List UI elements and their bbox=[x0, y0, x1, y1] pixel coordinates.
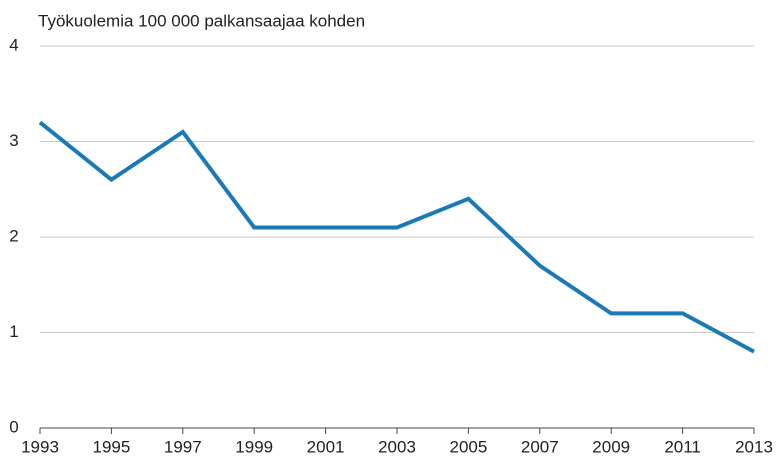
chart-title: Työkuolemia 100 000 palkansaajaa kohden bbox=[38, 11, 365, 30]
x-tick-label: 1997 bbox=[164, 437, 202, 456]
x-tick-label: 2003 bbox=[378, 437, 416, 456]
x-tick-label: 1999 bbox=[235, 437, 273, 456]
x-tick-label: 2009 bbox=[592, 437, 630, 456]
data-line bbox=[38, 120, 755, 354]
x-tick-label: 2011 bbox=[664, 437, 701, 456]
x-tick-label: 2013 bbox=[735, 437, 773, 456]
y-tick-label: 0 bbox=[9, 417, 18, 436]
y-tick-label: 2 bbox=[9, 226, 18, 245]
y-tick-label: 4 bbox=[9, 35, 18, 54]
x-tick-label: 2005 bbox=[449, 437, 487, 456]
x-tick-label: 1995 bbox=[92, 437, 130, 456]
y-tick-label: 3 bbox=[9, 131, 18, 150]
x-tick-label: 2007 bbox=[521, 437, 559, 456]
x-tick-label: 1993 bbox=[21, 437, 59, 456]
x-tick-label: 2001 bbox=[307, 437, 345, 456]
y-tick-label: 1 bbox=[9, 322, 18, 341]
